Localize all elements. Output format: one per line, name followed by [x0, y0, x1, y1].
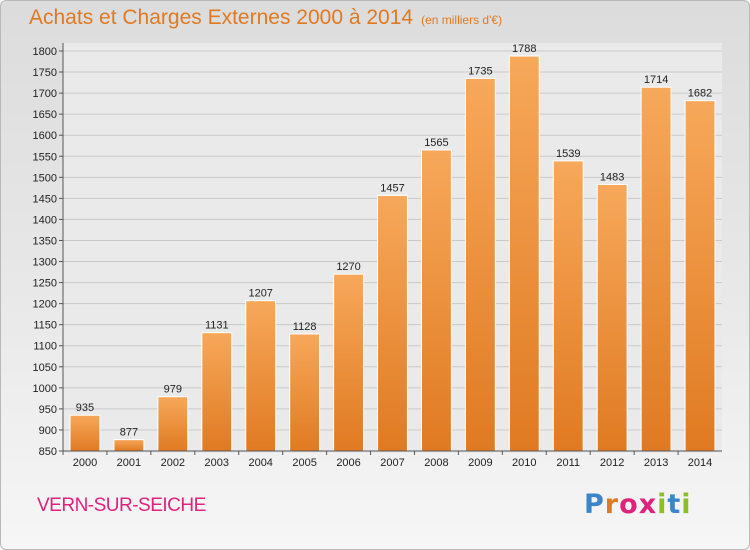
bar-value-label: 1131	[205, 320, 229, 332]
bar-value-label: 935	[76, 402, 94, 414]
bar-value-label: 979	[164, 384, 182, 396]
logo-letter: i	[681, 489, 692, 520]
bar	[640, 86, 672, 452]
x-tick-label: 2004	[248, 457, 272, 469]
y-tick-label: 1400	[33, 214, 57, 226]
chart-title-text: Achats et Charges Externes 2000 à 2014	[29, 6, 414, 29]
y-tick-label: 1700	[33, 88, 57, 100]
x-axis: 2000 2001 2002 2003 2004 2005 2006 2007 2008 2009…	[62, 450, 722, 469]
chart-unit: (en milliers d'€)	[421, 13, 503, 27]
y-tick-label: 1050	[33, 362, 57, 374]
bar-value-label: 1270	[336, 261, 360, 273]
x-tick-label: 2010	[512, 457, 536, 469]
bars: 935 877 979 1131 1207 1128 1270 1457 1565 1735 178…	[69, 43, 716, 452]
y-tick-label: 1150	[33, 320, 57, 332]
logo-letter: o	[619, 489, 639, 520]
x-tick-label: 2000	[73, 457, 97, 469]
y-tick-label: 1600	[33, 130, 57, 142]
chart-title: Achats et Charges Externes 2000 à 2014 (e…	[29, 6, 502, 30]
bar-value-label: 1682	[688, 88, 712, 100]
x-tick-label: 2002	[161, 457, 185, 469]
x-tick-label: 2008	[424, 457, 448, 469]
bar	[508, 55, 540, 452]
y-tick-label: 1250	[33, 278, 57, 290]
x-tick-label: 2011	[556, 457, 580, 469]
y-tick-label: 850	[39, 446, 57, 458]
bar	[201, 332, 233, 452]
y-tick-label: 1100	[33, 341, 57, 353]
logo-letter: P	[584, 489, 605, 520]
bar-value-label: 1539	[556, 148, 580, 160]
bar-value-label: 1565	[424, 137, 448, 149]
logo-letter: i	[657, 489, 668, 520]
y-tick-label: 1500	[33, 172, 57, 184]
bar	[464, 77, 496, 452]
x-tick-label: 2007	[380, 457, 404, 469]
bar	[596, 183, 628, 452]
logo-letter: x	[638, 489, 658, 520]
y-tick-label: 1750	[33, 67, 57, 79]
y-tick-label: 1000	[33, 383, 57, 395]
x-tick-label: 2005	[292, 457, 316, 469]
y-tick-label: 950	[39, 404, 57, 416]
bar	[552, 160, 584, 452]
y-tick-label: 1300	[33, 257, 57, 269]
bar-value-label: 1735	[468, 65, 492, 77]
y-tick-label: 1350	[33, 235, 57, 247]
y-axis: 850 900 950 1000 1050 1100 1150 1200 1250 1300 135…	[33, 43, 64, 458]
y-tick-label: 1550	[33, 151, 57, 163]
logo-letter: t	[667, 489, 682, 520]
logo-letter: r	[604, 489, 620, 520]
bar-value-label: 1788	[512, 43, 536, 55]
bar	[113, 439, 145, 452]
y-tick-label: 1200	[33, 299, 57, 311]
bar	[289, 333, 321, 452]
y-tick-label: 1800	[33, 46, 57, 58]
x-tick-label: 2009	[468, 457, 492, 469]
bar-value-label: 1457	[380, 182, 404, 194]
proxiti-logo: Proxiti	[584, 489, 692, 520]
bar-value-label: 1714	[644, 74, 668, 86]
bar-value-label: 877	[120, 427, 138, 439]
x-tick-label: 2013	[644, 457, 668, 469]
y-tick-label: 1650	[33, 109, 57, 121]
bar-value-label: 1207	[248, 288, 272, 300]
bar-value-label: 1128	[293, 321, 317, 333]
bar	[245, 300, 277, 452]
x-tick-label: 2014	[688, 457, 712, 469]
y-tick-label: 1450	[33, 193, 57, 205]
x-tick-label: 2006	[336, 457, 360, 469]
x-tick-label: 2001	[117, 457, 141, 469]
bar	[684, 100, 716, 452]
bar-value-label: 1483	[600, 171, 624, 183]
bar	[69, 414, 101, 452]
bar	[420, 149, 452, 452]
commune-name: VERN-SUR-SEICHE	[37, 495, 206, 516]
bar	[157, 396, 189, 452]
bar	[333, 273, 365, 452]
x-tick-label: 2003	[205, 457, 229, 469]
y-tick-label: 900	[39, 425, 57, 437]
bar	[377, 194, 408, 452]
x-tick-label: 2012	[600, 457, 624, 469]
